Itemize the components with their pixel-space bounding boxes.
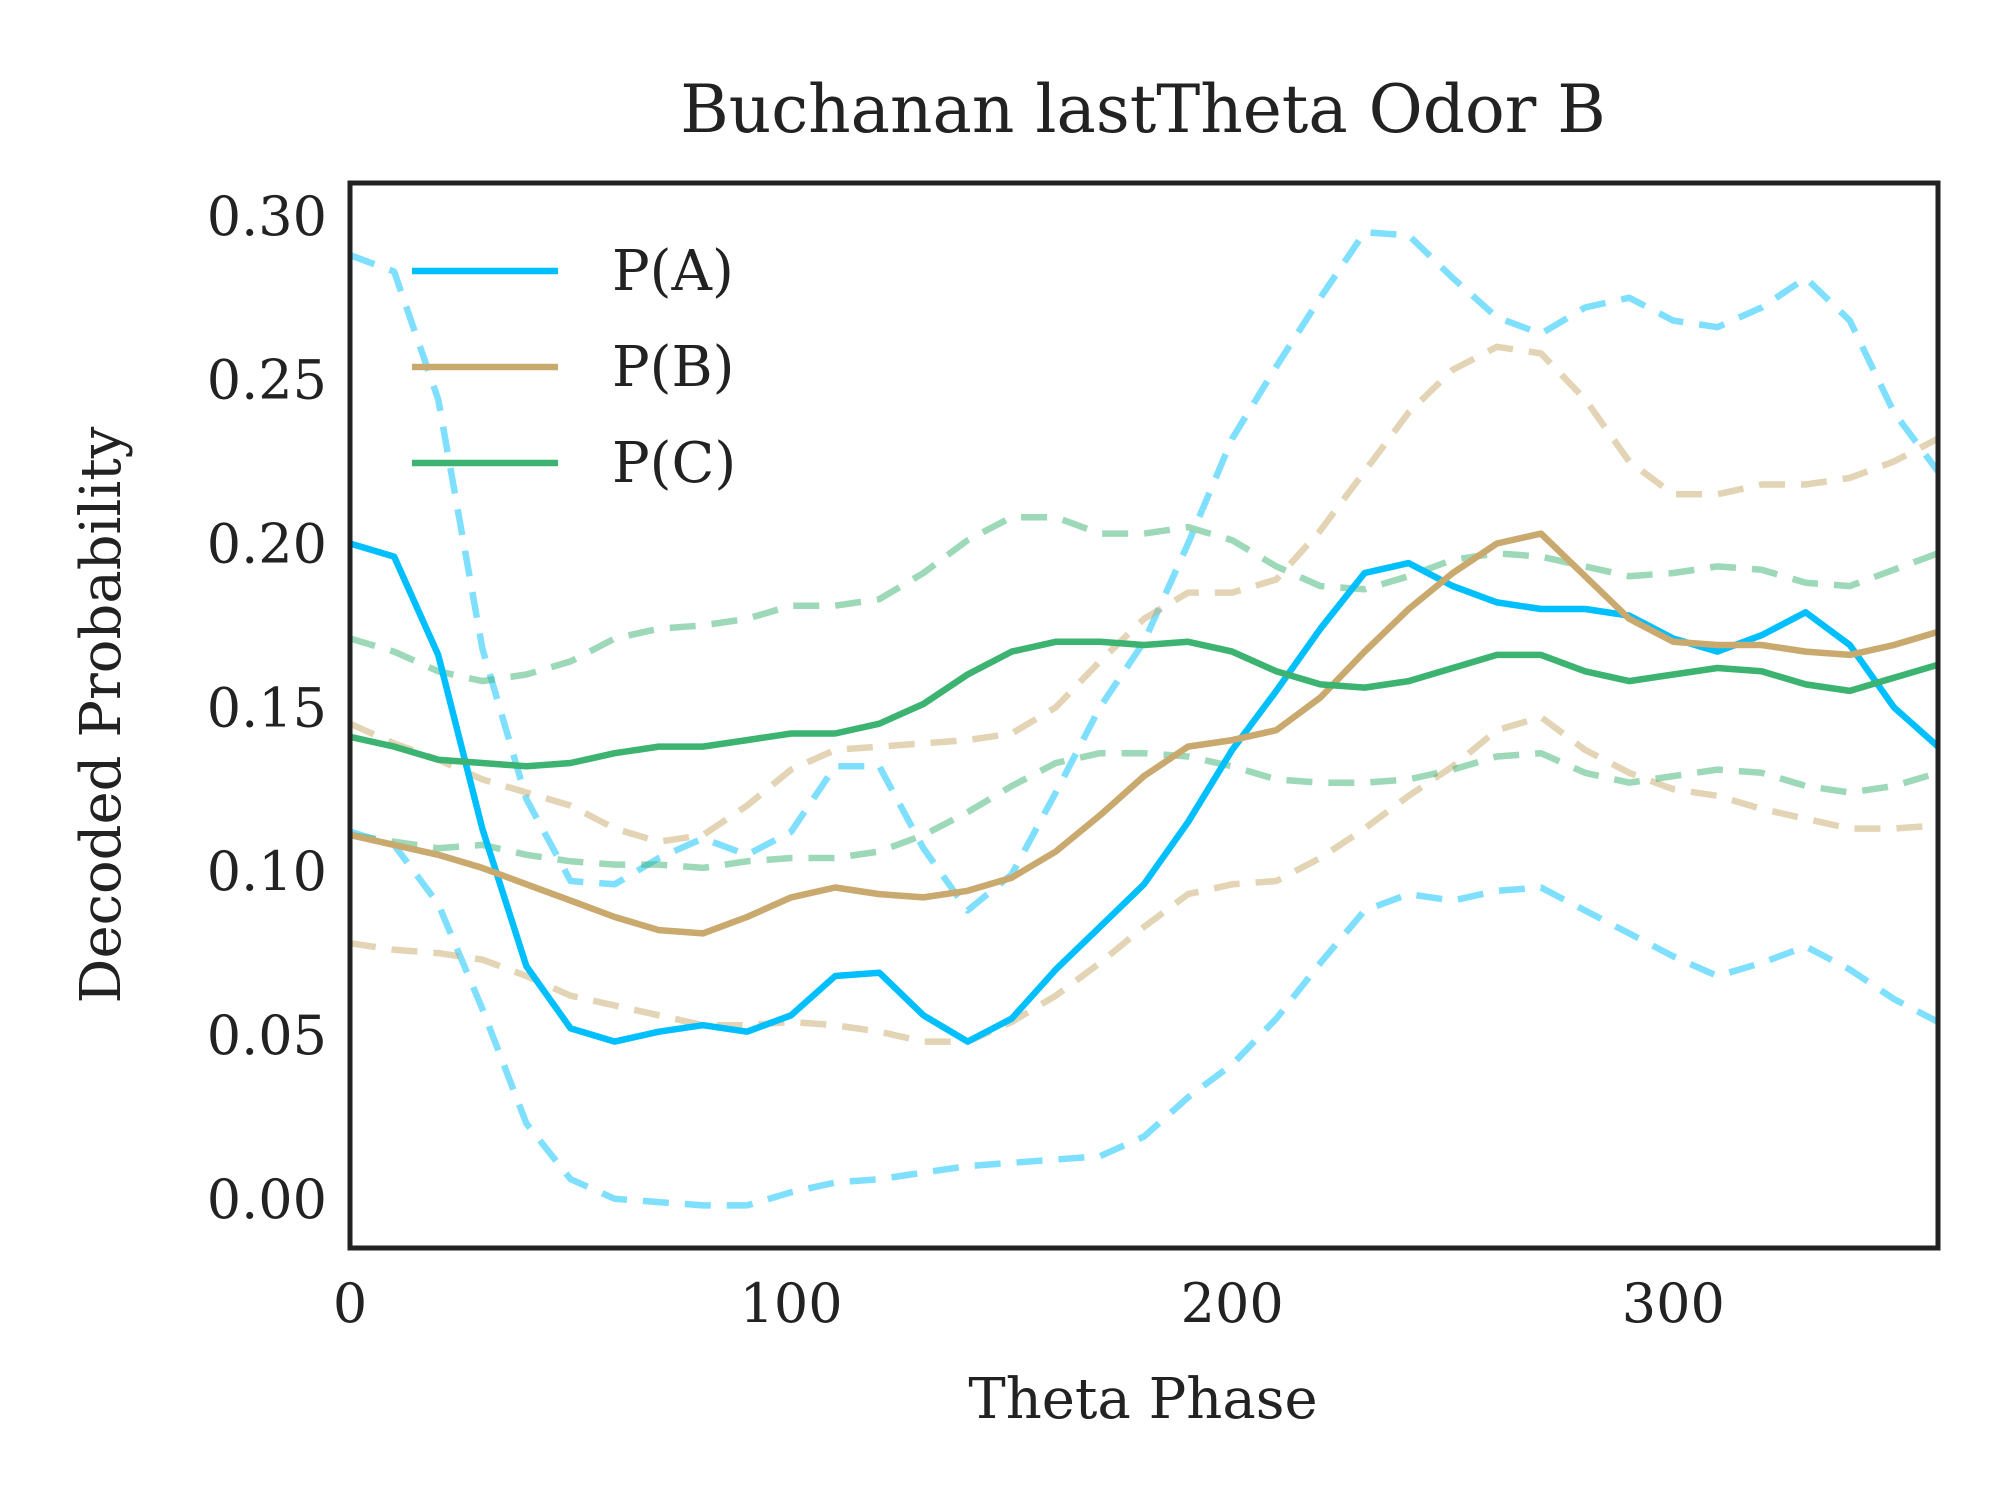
y-tick-label: 0.15 [207, 676, 327, 739]
series-1-upper-bound-line [350, 228, 1938, 914]
series-1-lower-bound-line [350, 828, 1938, 1209]
x-tick-labels: 0 100 200 300 [333, 1272, 1725, 1335]
y-tick-labels: 0.00 0.05 0.10 0.15 0.20 0.25 0.30 [207, 185, 327, 1231]
legend-label-1: P(A) [612, 239, 734, 304]
y-tick-label: 0.30 [207, 185, 327, 248]
y-tick-label: 0.25 [207, 349, 327, 412]
series-3-mean-line [350, 638, 1938, 770]
plot-frame [347, 180, 1941, 1251]
chart-title: Buchanan lastTheta Odor B [680, 71, 1606, 148]
series-2-lower-bound-line [350, 713, 1938, 1045]
legend: P(A) P(B) P(C) [412, 239, 736, 496]
x-tick-label: 0 [333, 1272, 367, 1335]
x-tick-label: 100 [740, 1272, 843, 1335]
x-tick-label: 300 [1622, 1272, 1725, 1335]
legend-label-2: P(B) [612, 335, 735, 400]
series-layer [350, 228, 1938, 1209]
y-tick-label: 0.20 [207, 512, 327, 575]
x-tick-label: 200 [1181, 1272, 1284, 1335]
series-2-mean-line [350, 530, 1938, 937]
y-tick-label: 0.05 [207, 1004, 327, 1067]
y-tick-label: 0.00 [207, 1168, 327, 1231]
y-axis-label: Decoded Probability [69, 426, 134, 1003]
series-2-upper-bound-line [350, 343, 1938, 845]
x-axis-label: Theta Phase [968, 1367, 1317, 1432]
series-3-lower-bound-line [350, 749, 1938, 872]
series-3-upper-bound-line [350, 513, 1938, 685]
y-tick-label: 0.10 [207, 840, 327, 903]
legend-label-3: P(C) [612, 431, 736, 496]
